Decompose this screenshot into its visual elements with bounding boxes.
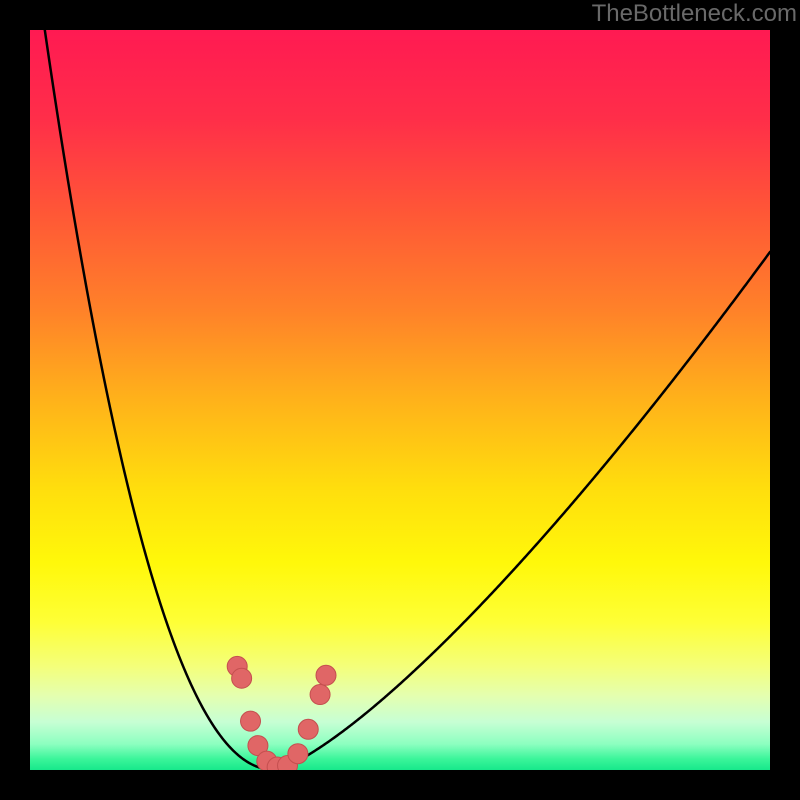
data-marker [232,668,252,688]
watermark-text: TheBottleneck.com [592,0,797,28]
plot-area [30,30,770,770]
data-marker [288,744,308,764]
gradient-background [30,30,770,770]
data-marker [241,711,261,731]
data-marker [310,685,330,705]
chart-frame: TheBottleneck.com [0,0,800,800]
data-marker [316,665,336,685]
chart-svg [30,30,770,770]
data-marker [298,719,318,739]
